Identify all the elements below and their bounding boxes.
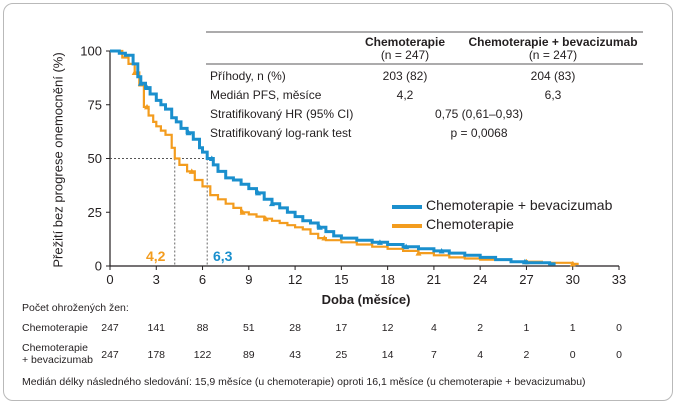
chart-marks xyxy=(110,49,579,267)
risk-cell-chemo: 51 xyxy=(242,322,255,334)
risk-cell-bev: 14 xyxy=(381,349,394,361)
risk-cell-bev: 178 xyxy=(147,349,166,361)
censor-mark-bev xyxy=(403,243,410,250)
x-tick-label: 6 xyxy=(199,272,206,287)
x-tick-label: 18 xyxy=(380,272,394,287)
risk-cell-chemo: 28 xyxy=(289,322,301,334)
risk-cell-chemo: 2 xyxy=(477,322,484,334)
risk-cell-bev: 25 xyxy=(335,349,348,361)
risk-cell-chemo: 1 xyxy=(569,322,576,334)
stats-row-logrank-value: p = 0,0068 xyxy=(450,126,508,140)
censor-mark-bev xyxy=(137,80,144,86)
censor-mark-bev xyxy=(185,129,192,136)
stats-row-events-chemo: 203 (82) xyxy=(382,69,428,83)
x-tick-label: 0 xyxy=(106,272,113,287)
risk-cell-bev: 7 xyxy=(430,349,437,361)
x-tick-label: 15 xyxy=(334,272,348,287)
legend-swatch-bev xyxy=(392,205,422,209)
x-tick-label: 24 xyxy=(473,272,487,287)
risk-cell-bev: 43 xyxy=(289,349,301,361)
censor-mark-bev xyxy=(255,189,262,196)
stats-row-events-bev: 204 (83) xyxy=(530,69,576,83)
censor-mark-bev xyxy=(376,239,383,245)
risk-cell-chemo: 17 xyxy=(335,322,348,334)
y-tick-label: 75 xyxy=(88,97,102,112)
x-tick-label: 9 xyxy=(245,272,252,287)
risk-cell-chemo: 12 xyxy=(381,322,394,334)
legend-swatch-chemo xyxy=(392,224,422,228)
risk-row-bev-label: Chemoterapie + bevacizumab xyxy=(22,342,93,366)
risk-cell-chemo: 247 xyxy=(101,322,119,334)
censor-mark-chemo xyxy=(415,250,422,256)
stats-row-median-bev: 6,3 xyxy=(544,88,562,102)
stats-row-hr-value: 0,75 (0,61–0,93) xyxy=(434,107,524,121)
y-tick-label: 25 xyxy=(88,205,102,220)
stats-col-chemo-head: Chemoterapie (n = 247) xyxy=(364,35,446,62)
censor-mark-chemo xyxy=(144,103,151,110)
stats-row-median-chemo: 4,2 xyxy=(396,88,414,102)
risk-cell-bev: 89 xyxy=(242,349,255,361)
median-label-bev: 6,3 xyxy=(213,248,233,264)
legend-label-chemo: Chemoterapie xyxy=(426,216,514,232)
censor-mark-bev xyxy=(316,224,323,230)
risk-row-chemo-label: Chemoterapie xyxy=(22,322,88,334)
censor-mark-chemo xyxy=(131,69,138,75)
x-tick-label: 3 xyxy=(153,272,160,287)
x-tick-label: 12 xyxy=(288,272,302,287)
censor-mark-chemo xyxy=(188,168,195,174)
risk-cell-chemo: 141 xyxy=(147,322,166,334)
risk-cell-chemo: 0 xyxy=(616,322,622,334)
x-tick-label: 33 xyxy=(612,272,626,287)
censor-mark-chemo xyxy=(569,260,576,267)
stats-col-bev-head: Chemoterapie + bevacizumab (n = 247) xyxy=(468,35,638,62)
risk-table-title: Počet ohrožených žen: xyxy=(22,302,129,314)
stats-row-hr-label: Stratifikovaný HR (95% CI) xyxy=(210,107,354,121)
censor-mark-bev xyxy=(144,84,151,91)
risk-cell-bev: 4 xyxy=(477,349,484,361)
y-tick-label: 100 xyxy=(80,44,102,59)
risk-cell-bev: 247 xyxy=(101,349,119,361)
stats-row-events-label: Příhody, n (%) xyxy=(210,69,286,83)
x-tick-label: 27 xyxy=(519,272,533,287)
censor-mark-bev xyxy=(268,200,275,207)
stats-row-logrank-label: Stratifikovaný log-rank test xyxy=(210,126,352,140)
censor-mark-chemo xyxy=(262,215,269,222)
x-tick-label: 30 xyxy=(565,272,579,287)
risk-cell-bev: 0 xyxy=(616,349,622,361)
risk-cell-chemo: 1 xyxy=(523,322,530,334)
median-label-chemo: 4,2 xyxy=(146,248,166,264)
risk-cell-chemo: 4 xyxy=(430,322,437,334)
censor-mark-bev xyxy=(208,155,215,161)
x-axis-label: Doba (měsíce) xyxy=(321,292,411,307)
legend-label-bev: Chemoterapie + bevacizumab xyxy=(426,197,613,213)
censor-mark-chemo xyxy=(239,209,246,215)
y-tick-label: 0 xyxy=(95,259,102,274)
risk-cell-chemo: 88 xyxy=(196,322,209,334)
figure-frame xyxy=(3,3,673,401)
risk-cell-bev: 2 xyxy=(523,349,530,361)
censor-mark-chemo xyxy=(321,235,328,241)
y-tick-label: 50 xyxy=(88,151,102,166)
risk-cell-bev: 122 xyxy=(193,349,212,361)
curve-bev xyxy=(110,49,556,266)
x-tick-label: 21 xyxy=(427,272,441,287)
risk-cell-bev: 0 xyxy=(569,349,576,361)
footnote: Medián délky následného sledování: 15,9 … xyxy=(22,376,586,388)
axes: 0 3 6 9 12 15 18 21 24 27 30 33 0 25 50 75 100 xyxy=(80,31,643,287)
censor-mark-bev xyxy=(438,247,445,254)
stats-row-median-label: Medián PFS, měsíce xyxy=(210,88,322,102)
censor-mark-bev xyxy=(521,258,528,265)
